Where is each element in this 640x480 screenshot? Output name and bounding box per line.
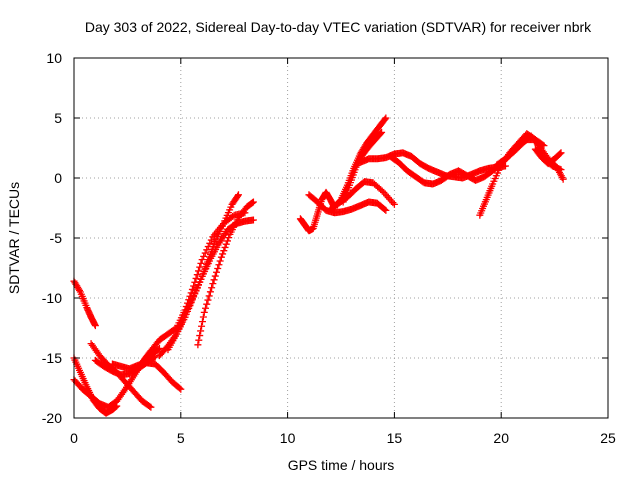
plus-marker [381,205,389,213]
plus-marker [206,239,214,247]
plus-marker [196,332,204,340]
plus-marker [205,292,213,300]
plus-marker [217,253,225,261]
series-arc9 [164,191,242,354]
series-arc20 [531,145,565,168]
series-arc15 [339,128,386,206]
plus-marker [390,200,398,208]
plus-marker [214,265,222,273]
plus-marker [196,263,204,271]
plus-marker [202,304,210,312]
plus-marker [154,345,162,353]
x-tick-label: 20 [493,430,509,446]
data-marks [70,114,567,417]
plus-marker [206,288,214,296]
plus-marker [382,206,390,214]
plus-marker [190,282,198,290]
plus-marker [221,243,229,251]
plus-marker [229,212,237,220]
x-axis-ticks: 0 5 10 15 20 25 [70,58,616,446]
series-arc19 [493,132,567,183]
plus-marker [199,313,207,321]
plus-marker [249,198,257,206]
plus-marker [216,257,224,265]
series-arc1 [70,277,99,330]
plus-marker [198,322,206,330]
plus-marker [146,402,154,410]
y-tick-label: 10 [46,50,62,66]
plus-marker [220,247,228,255]
plus-marker [198,318,206,326]
grid-lines [74,58,608,418]
plus-marker [193,271,201,279]
plus-marker [208,284,216,292]
series-arc10 [194,198,257,349]
series-arc12 [305,191,390,217]
y-tick-label: 0 [54,170,62,186]
plus-marker [249,199,257,207]
y-tick-label: 5 [54,110,62,126]
x-tick-label: 10 [280,430,296,446]
plus-marker [207,236,215,244]
plus-marker [91,322,99,330]
plus-marker [213,268,221,276]
plus-marker [215,261,223,269]
x-tick-label: 25 [600,430,616,446]
y-axis-label: SDTVAR / TECUs [6,182,22,294]
plus-marker [223,237,231,245]
plus-marker [200,308,208,316]
plus-marker [177,385,185,393]
plus-marker [204,296,212,304]
plus-marker [155,344,163,352]
y-axis-ticks: -20 -15 -10 -5 0 5 10 [42,50,608,426]
plus-marker [75,286,83,294]
plus-marker [381,115,389,123]
plus-marker [210,276,218,284]
x-tick-label: 5 [177,430,185,446]
plus-marker [151,353,159,361]
chart-title: Day 303 of 2022, Sidereal Day-to-day VTE… [85,19,592,35]
plus-marker [382,114,390,122]
plus-marker [234,191,242,199]
plus-marker [203,300,211,308]
x-tick-label: 15 [387,430,403,446]
plus-marker [234,192,242,200]
plus-marker [194,341,202,349]
plus-marker [377,129,385,137]
plus-marker [197,327,205,335]
plus-marker [211,272,219,280]
y-tick-label: -5 [50,230,63,246]
plus-marker [222,240,230,248]
plus-marker [192,274,200,282]
plus-marker [219,250,227,258]
plus-marker [201,249,209,257]
y-tick-label: -20 [42,410,62,426]
plus-marker [150,354,158,362]
plus-marker [557,149,565,157]
plus-marker [195,336,203,344]
plus-marker [176,384,184,392]
plus-marker [200,252,208,260]
plus-marker [209,280,217,288]
plus-marker [249,216,257,224]
plus-marker [194,267,202,275]
plus-marker [378,128,386,136]
plus-marker [556,150,564,158]
plus-marker [225,234,233,242]
plus-marker [147,403,155,411]
x-tick-label: 0 [70,430,78,446]
x-axis-label: GPS time / hours [288,457,395,473]
plus-marker [559,175,567,183]
plus-marker [198,256,206,264]
y-tick-label: -10 [42,290,62,306]
y-tick-label: -15 [42,350,62,366]
plus-marker [378,187,386,195]
plus-marker [197,259,205,267]
